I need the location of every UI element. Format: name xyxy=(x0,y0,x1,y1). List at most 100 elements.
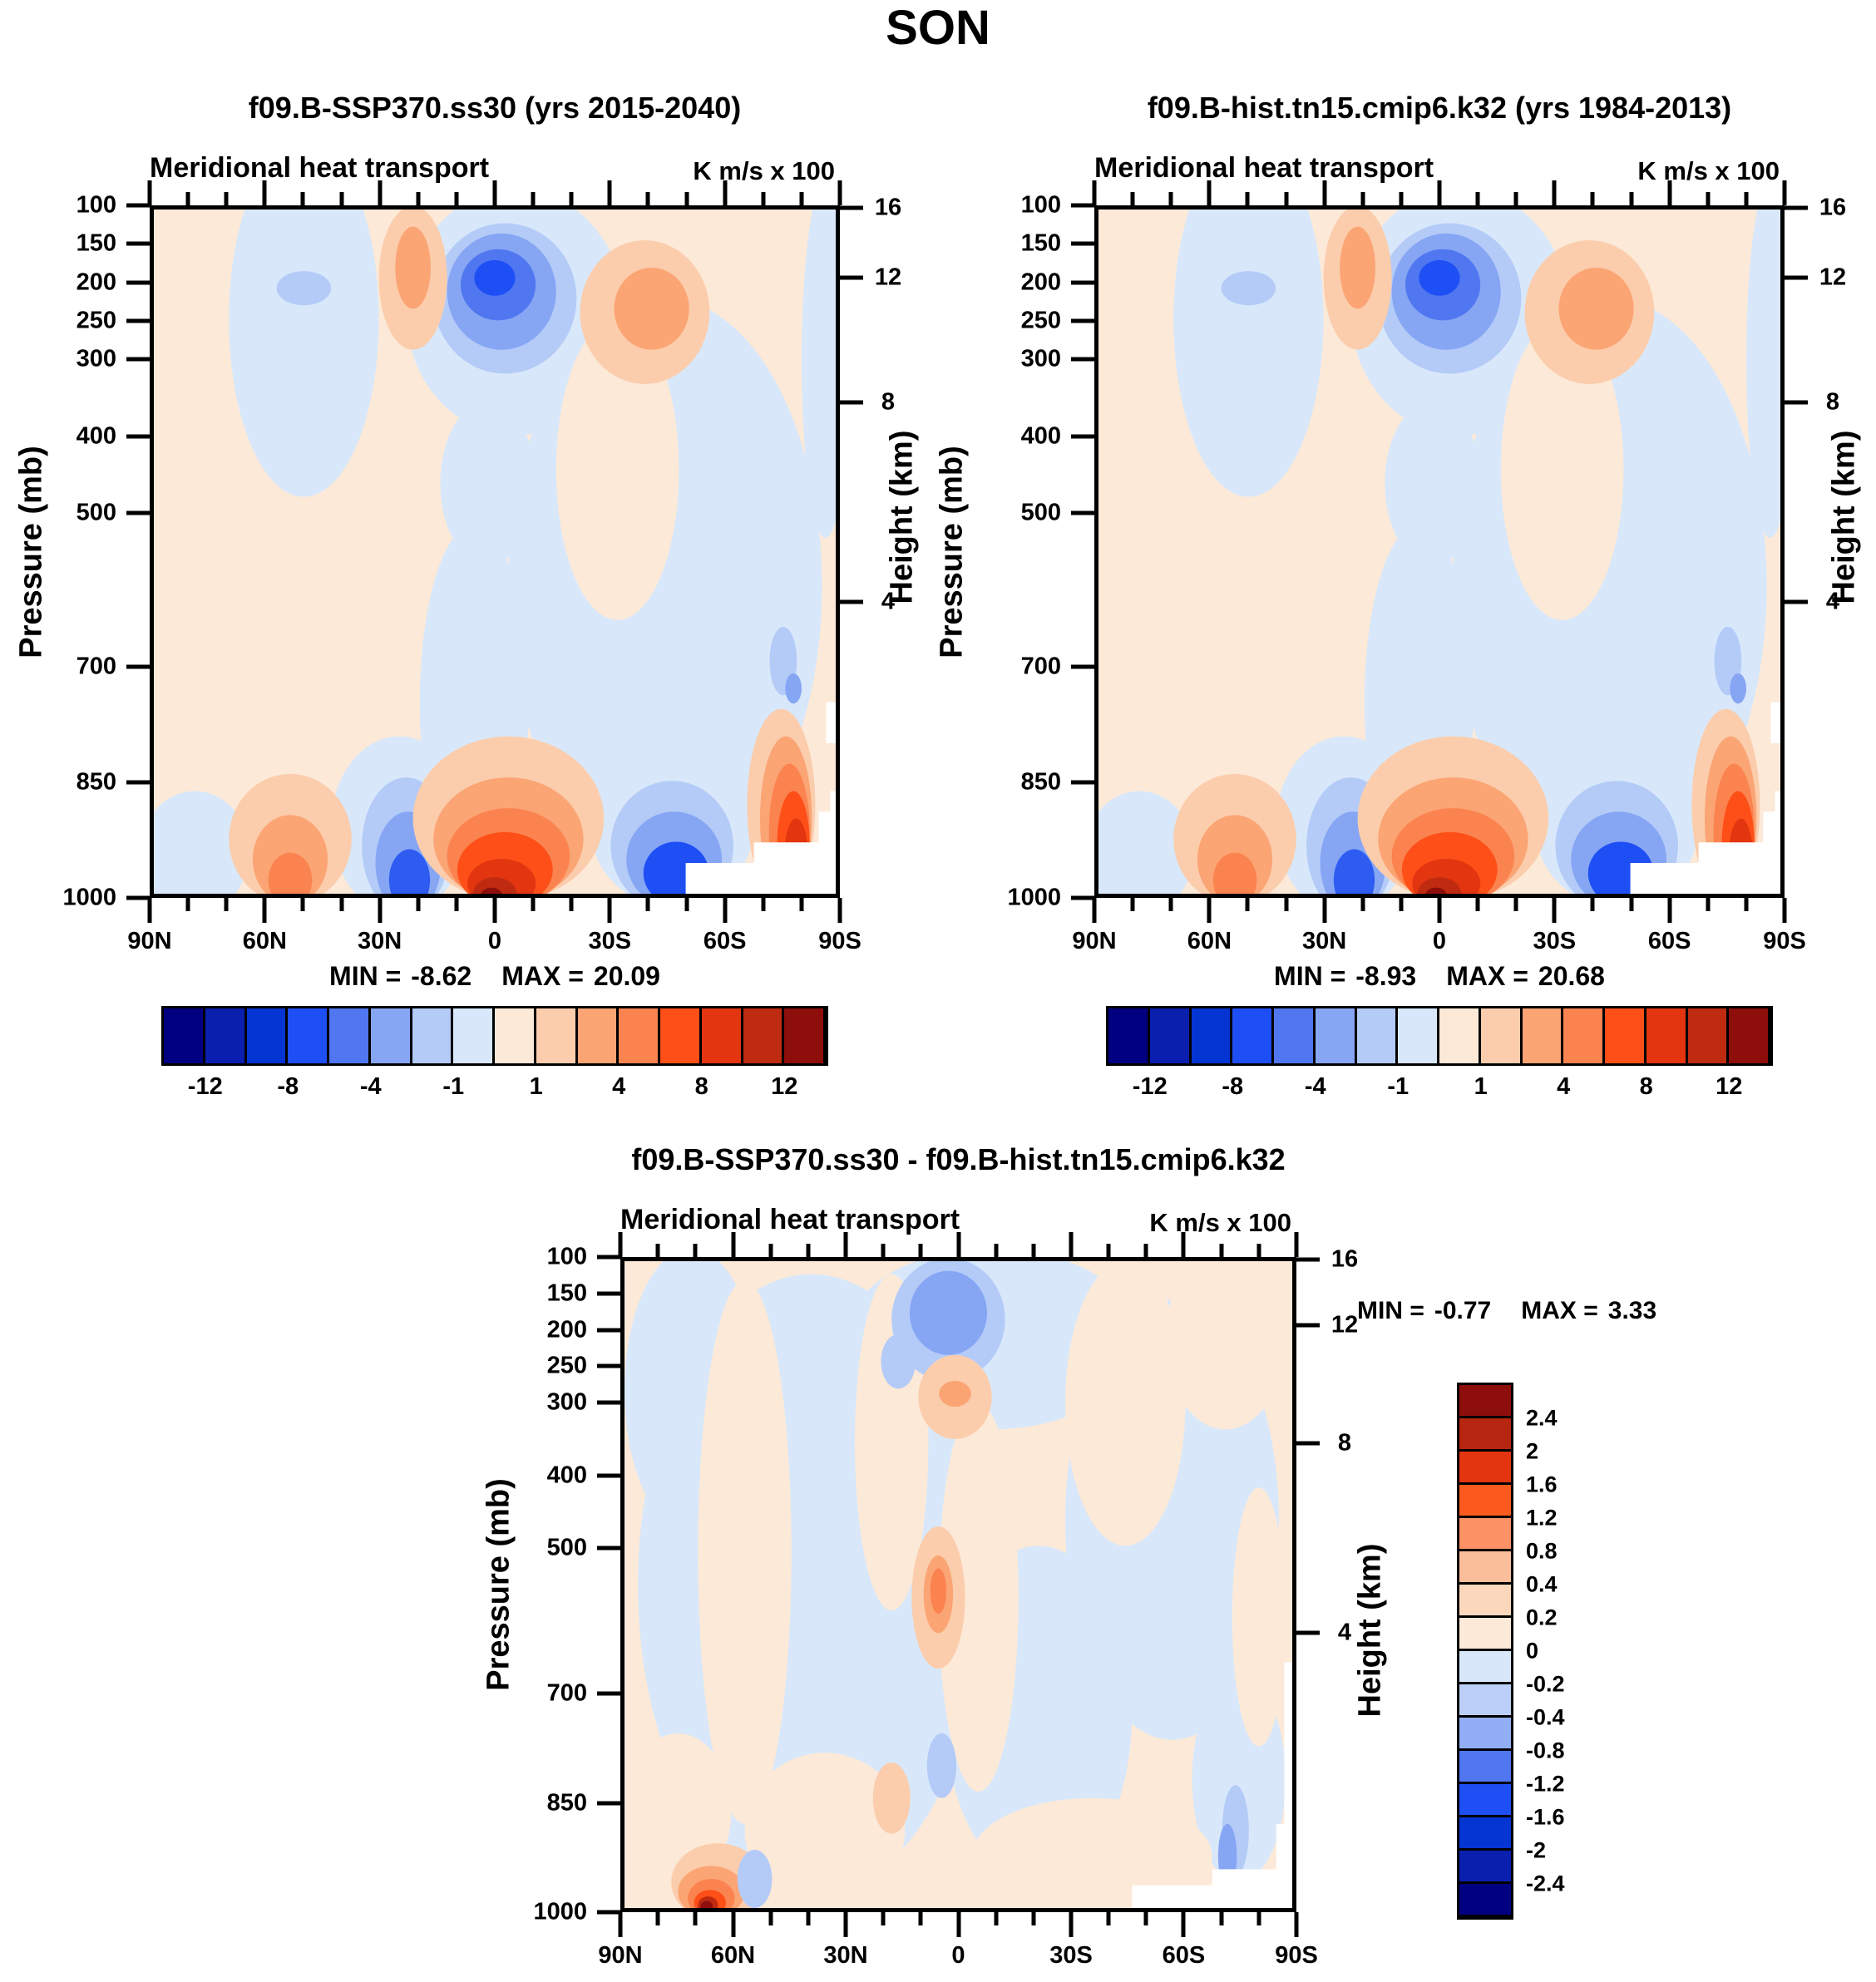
colorbar-tick-label: 1.6 xyxy=(1526,1472,1558,1497)
panel-difference: f09.B-SSP370.ss30 - f09.B-hist.tn15.cmip… xyxy=(481,1142,1388,1969)
lat-tick-label: 0 xyxy=(1432,928,1447,954)
height-tick-label: 8 xyxy=(1825,388,1840,416)
lat-tick xyxy=(956,1912,960,1937)
lat-tick-label: 60N xyxy=(710,1942,756,1969)
colorbar-tick-label: 0 xyxy=(1526,1638,1539,1664)
lat-tick xyxy=(1667,180,1672,205)
lat-minor-tick xyxy=(1256,1912,1261,1925)
colorbar-tick-label: 0.4 xyxy=(1526,1571,1558,1597)
pressure-tick xyxy=(597,1328,620,1333)
pressure-tick xyxy=(1071,510,1094,515)
colorbar-tick-label: 2.4 xyxy=(1526,1405,1558,1431)
colorbar-cell xyxy=(577,1008,620,1063)
lat-tick-label: 60N xyxy=(242,928,287,954)
lat-minor-tick xyxy=(454,898,459,911)
lat-minor-tick xyxy=(224,898,229,911)
lat-tick-label: 90N xyxy=(1072,928,1117,954)
lat-minor-tick xyxy=(1130,192,1135,205)
pressure-tick xyxy=(126,895,150,900)
panel-ssp370-minmax: MIN = -8.62 MAX = 20.09 xyxy=(150,961,840,992)
pressure-tick-label: 150 xyxy=(76,229,116,257)
lat-tick xyxy=(1294,1232,1299,1257)
colorbar-tick-label: -1.2 xyxy=(1526,1771,1565,1797)
colorbar-tick-label: -2 xyxy=(1526,1837,1547,1863)
lat-tick-label: 30N xyxy=(823,1942,868,1969)
panel-difference-pressure-axis-title: Pressure (mb) xyxy=(481,1478,516,1691)
max-label: MAX = xyxy=(1521,1297,1598,1324)
lat-minor-tick xyxy=(684,898,689,911)
panel-hist: f09.B-hist.tn15.cmip6.k32 (yrs 1984-2013… xyxy=(935,91,1862,1100)
pressure-tick xyxy=(126,780,150,785)
colorbar-cell xyxy=(743,1008,785,1063)
colorbar-cell xyxy=(784,1008,826,1063)
max-value: 3.33 xyxy=(1607,1297,1657,1324)
pressure-tick-label: 700 xyxy=(76,653,116,680)
panel-difference-height-axis-title: Height (km) xyxy=(1352,1543,1388,1718)
lat-tick-label: 30S xyxy=(1533,928,1577,954)
pressure-tick-label: 200 xyxy=(1020,269,1061,296)
colorbar-cell xyxy=(412,1008,454,1063)
lat-tick-label: 90S xyxy=(1763,928,1806,954)
lat-tick xyxy=(1092,180,1097,205)
pressure-tick xyxy=(1071,895,1094,900)
lat-minor-tick xyxy=(693,1912,698,1925)
colorbar-tick-label: -8 xyxy=(1222,1073,1244,1100)
lat-minor-tick xyxy=(655,1244,660,1257)
lat-minor-tick xyxy=(1399,898,1404,911)
pressure-tick-label: 700 xyxy=(546,1679,587,1707)
lat-minor-tick xyxy=(1219,1244,1224,1257)
panel-ssp370-units-label: K m/s x 100 xyxy=(693,156,835,185)
panel-difference-minmax: MIN = -0.77 MAX = 3.33 xyxy=(1357,1297,1790,1325)
height-tick-label: 12 xyxy=(1819,264,1847,291)
height-tick xyxy=(840,599,863,604)
colorbar-cell xyxy=(1459,1518,1511,1551)
lat-tick xyxy=(262,180,267,205)
lat-tick-label: 90S xyxy=(818,928,861,954)
height-tick-label: 16 xyxy=(1330,1245,1359,1273)
max-label: MAX = xyxy=(1446,961,1528,991)
panel-ssp370-plot xyxy=(150,205,840,898)
lat-minor-tick xyxy=(645,898,650,911)
pressure-tick xyxy=(126,203,150,208)
pressure-tick xyxy=(597,1291,620,1296)
lat-tick-label: 60S xyxy=(703,928,747,954)
panel-hist-plot xyxy=(1094,205,1785,898)
lat-minor-tick xyxy=(416,192,421,205)
colorbar-cell xyxy=(1459,1651,1511,1684)
colorbar-cell xyxy=(1459,1884,1511,1917)
lat-minor-tick xyxy=(881,1912,886,1925)
lat-tick xyxy=(618,1232,623,1257)
colorbar-tick-label: -0.8 xyxy=(1526,1738,1565,1763)
height-tick xyxy=(1785,275,1808,280)
colorbar-tick-label: -1 xyxy=(1387,1073,1409,1100)
max-value: 20.09 xyxy=(593,961,660,991)
panel-hist-field-label: Meridional heat transport xyxy=(1094,152,1434,184)
pressure-tick xyxy=(126,434,150,439)
height-tick-label: 4 xyxy=(1337,1619,1352,1646)
pressure-tick-label: 100 xyxy=(546,1243,587,1270)
lat-minor-tick xyxy=(799,192,804,205)
colorbar-cell xyxy=(1687,1008,1730,1063)
lat-minor-tick xyxy=(300,898,305,911)
min-value: -8.93 xyxy=(1355,961,1417,991)
lat-minor-tick xyxy=(1106,1912,1111,1925)
lat-tick xyxy=(1181,1232,1186,1257)
lat-minor-tick xyxy=(416,898,421,911)
colorbar-cell xyxy=(205,1008,247,1063)
panel-hist-title: f09.B-hist.tn15.cmip6.k32 (yrs 1984-2013… xyxy=(1147,91,1732,125)
colorbar-tick-label: 1.2 xyxy=(1526,1505,1558,1531)
colorbar-tick-label: 2 xyxy=(1526,1438,1539,1464)
pressure-tick xyxy=(1071,434,1094,439)
min-value: -0.77 xyxy=(1434,1297,1492,1324)
height-tick-label: 8 xyxy=(1337,1429,1352,1457)
lat-minor-tick xyxy=(1360,898,1365,911)
colorbar-tick-label: -0.2 xyxy=(1526,1671,1565,1697)
lat-tick-label: 60N xyxy=(1187,928,1232,954)
pressure-tick-label: 250 xyxy=(546,1352,587,1379)
pressure-tick-label: 500 xyxy=(1020,499,1061,526)
panel-hist-units-label: K m/s x 100 xyxy=(1637,156,1780,185)
lat-minor-tick xyxy=(531,192,536,205)
lat-tick xyxy=(147,180,152,205)
pressure-tick xyxy=(126,241,150,246)
colorbar-cell xyxy=(1459,1618,1511,1651)
